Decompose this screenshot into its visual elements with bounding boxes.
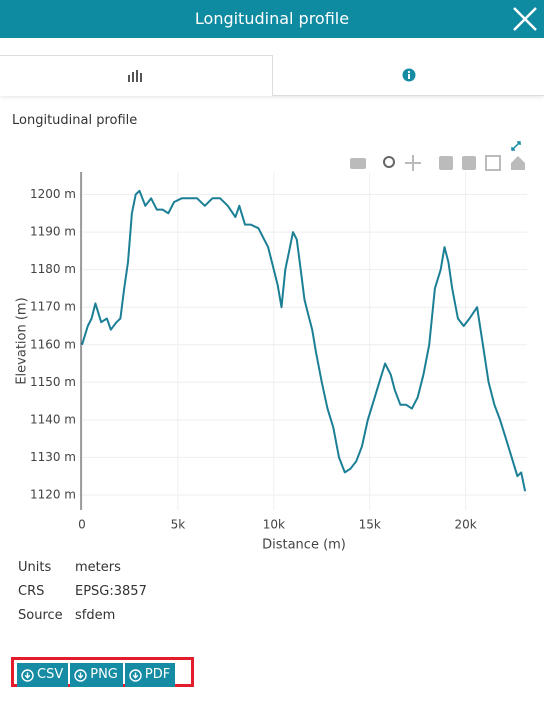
info-value: EPSG:3857 xyxy=(75,584,147,599)
button-label: PNG xyxy=(90,667,118,682)
close-button[interactable] xyxy=(510,4,540,34)
info-label: Source xyxy=(18,608,63,623)
autoscale-icon[interactable] xyxy=(485,155,501,171)
download-icon xyxy=(74,668,87,682)
download-button[interactable]: CSV xyxy=(17,663,69,687)
button-label: CSV xyxy=(37,667,64,682)
x-axis-title: Distance (m) xyxy=(262,538,346,553)
info-label: Units xyxy=(18,560,52,575)
x-tick-label: 20k xyxy=(455,518,477,532)
x-tick-label: 15k xyxy=(359,518,381,532)
download-icon xyxy=(129,668,142,682)
info-tab[interactable] xyxy=(272,55,544,95)
section-title: Longitudinal profile xyxy=(12,113,138,128)
profile-line xyxy=(81,189,527,492)
info-row: Source sfdem xyxy=(18,608,318,632)
toolbar xyxy=(350,141,525,171)
y-tick-label: 1180 m xyxy=(30,262,76,276)
y-tick-label: 1150 m xyxy=(30,375,76,389)
chart: Elevation (m) Distance (m) 1120 m 1130 m 1… xyxy=(15,141,527,553)
y-tick-label: 1200 m xyxy=(30,187,76,201)
home-icon[interactable] xyxy=(511,156,525,170)
info-row: CRS EPSG:3857 xyxy=(18,584,318,608)
info-label: CRS xyxy=(18,584,45,599)
download-button[interactable]: PNG xyxy=(70,663,123,687)
button-label: PDF xyxy=(144,667,171,682)
zoom-out-icon[interactable] xyxy=(462,156,476,170)
chart-icon xyxy=(128,70,142,82)
tabs xyxy=(0,55,544,96)
info-icon xyxy=(402,68,416,82)
y-tick-label: 1120 m xyxy=(30,487,76,501)
chart-tab[interactable] xyxy=(0,55,273,96)
header-title: Longitudinal profile xyxy=(194,9,350,28)
zoom-in-icon[interactable] xyxy=(439,156,453,170)
info-table: Units meters CRS EPSG:3857 Source sfdem xyxy=(18,560,318,632)
y-tick-label: 1190 m xyxy=(30,225,76,239)
y-axis-title: Elevation (m) xyxy=(15,297,30,384)
download-buttons: CSV PNG PDF xyxy=(11,657,194,687)
camera-icon[interactable] xyxy=(350,158,366,169)
download-icon xyxy=(21,668,34,682)
y-tick-label: 1160 m xyxy=(30,337,76,351)
header: Longitudinal profile xyxy=(0,0,544,38)
x-tick-label: 0 xyxy=(78,518,86,532)
download-button[interactable]: PDF xyxy=(124,663,176,687)
y-tick-label: 1130 m xyxy=(30,450,76,464)
y-tick-label: 1140 m xyxy=(30,412,76,426)
info-row: Units meters xyxy=(18,560,318,584)
info-value: sfdem xyxy=(75,608,116,623)
pan-icon[interactable] xyxy=(405,155,421,171)
zoom-icon[interactable] xyxy=(383,156,395,168)
x-tick-label: 5k xyxy=(171,518,186,532)
x-tick-label: 10k xyxy=(263,518,285,532)
y-tick-label: 1170 m xyxy=(30,300,76,314)
info-value: meters xyxy=(75,560,121,575)
expand-icon[interactable] xyxy=(511,141,521,151)
